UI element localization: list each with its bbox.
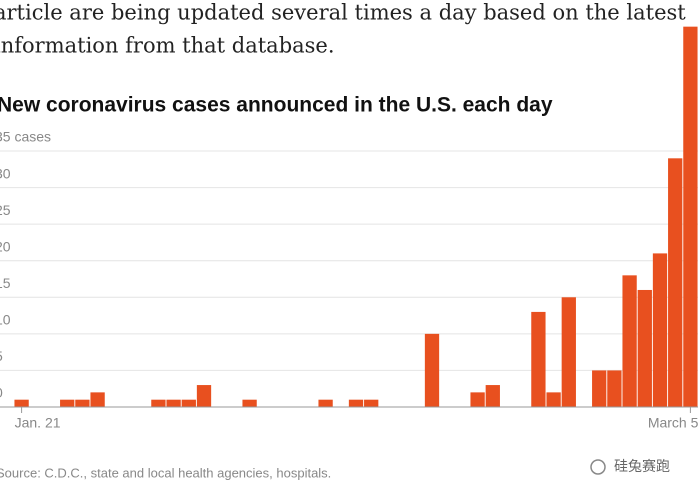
bar: [622, 275, 637, 407]
bar: [485, 385, 500, 407]
bar: [364, 399, 379, 407]
bar: [151, 399, 166, 407]
bar: [60, 399, 75, 407]
bar: [470, 392, 485, 407]
y-tick-label: 5: [0, 348, 3, 364]
bar: [75, 399, 90, 407]
bar: [166, 399, 181, 407]
bar: [14, 399, 29, 407]
bar: [561, 297, 576, 407]
bar: [531, 311, 546, 407]
bar: [592, 370, 607, 407]
y-tick-label: 25: [0, 202, 11, 218]
bar: [242, 399, 257, 407]
bar: [196, 385, 212, 407]
x-tick-label: March 5: [648, 415, 699, 431]
chart-title: New coronavirus cases announced in the U…: [0, 94, 553, 117]
source-note: Source: C.D.C., state and local health a…: [0, 465, 331, 480]
watermark-icon: [590, 459, 606, 475]
bar: [607, 370, 622, 407]
watermark: 硅兔赛跑: [614, 459, 670, 475]
bar: [546, 392, 561, 407]
y-tick-label: 20: [0, 238, 11, 254]
bar: [424, 333, 440, 407]
y-tick-label: 0: [0, 385, 3, 401]
bar: [181, 399, 196, 407]
bar: [90, 392, 105, 407]
y-tick-label: 30: [0, 165, 11, 181]
y-tick-label: 35 cases: [0, 129, 51, 145]
bar: [318, 399, 333, 407]
y-tick-label: 15: [0, 275, 11, 291]
article-line: article are being updated several times …: [0, 1, 686, 25]
bar: [652, 253, 668, 407]
x-tick-label: Jan. 21: [15, 415, 61, 431]
article-line: information from that database.: [0, 34, 335, 58]
bar: [637, 289, 652, 407]
bar: [683, 26, 698, 408]
bar: [668, 158, 683, 407]
y-tick-label: 10: [0, 312, 11, 328]
bar: [348, 399, 364, 407]
